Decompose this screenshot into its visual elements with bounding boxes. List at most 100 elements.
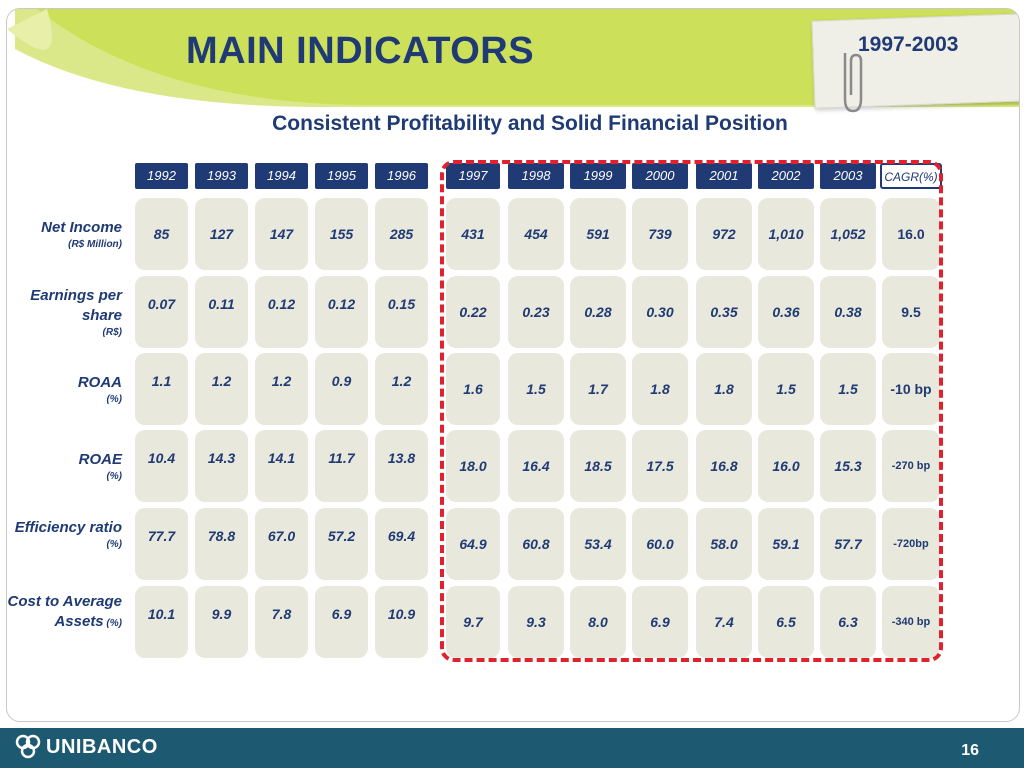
value-cell: 0.28: [570, 276, 626, 348]
value-cell: 9.7: [446, 586, 500, 658]
cagr-cell: -720bp: [882, 508, 940, 580]
cagr-cell: -340 bp: [882, 586, 940, 658]
row-label: ROAE (%): [4, 450, 122, 484]
cagr-header-label: CAGR: [884, 170, 919, 184]
row-label-text: ROAE: [78, 451, 122, 468]
footer-bar: [0, 728, 1024, 768]
cagr-cell: 16.0: [882, 198, 940, 270]
row-unit: (%): [106, 539, 122, 550]
page-subtitle: Consistent Profitability and Solid Finan…: [272, 112, 788, 135]
value-cell: 10.9: [375, 586, 428, 658]
row-label: ROAA (%): [4, 373, 122, 407]
row-unit: (R$): [102, 327, 122, 338]
year-header: 1995: [315, 163, 368, 189]
page-title: MAIN INDICATORS: [186, 30, 535, 72]
value-cell: 6.9: [315, 586, 368, 658]
value-cell: 0.11: [195, 276, 248, 348]
row-unit: (%): [106, 394, 122, 405]
value-cell: 14.3: [195, 430, 248, 502]
unibanco-logo-icon: [15, 734, 41, 759]
year-header: 1992: [135, 163, 188, 189]
header-leaf-decoration: [7, 9, 1019, 108]
value-cell: 77.7: [135, 508, 188, 580]
year-header: 1993: [195, 163, 248, 189]
row-label-text: Net Income: [41, 219, 122, 236]
value-cell: 59.1: [758, 508, 814, 580]
value-cell: 6.3: [820, 586, 876, 658]
value-cell: 1,052: [820, 198, 876, 270]
row-label-text: ROAA: [77, 374, 122, 391]
value-cell: 60.0: [632, 508, 688, 580]
value-cell: 53.4: [570, 508, 626, 580]
value-cell: 17.5: [632, 430, 688, 502]
year-header: 2001: [696, 163, 752, 189]
value-cell: 1.2: [255, 353, 308, 425]
year-header: 1998: [508, 163, 564, 189]
value-cell: 1.5: [508, 353, 564, 425]
value-cell: 15.3: [820, 430, 876, 502]
value-cell: 16.0: [758, 430, 814, 502]
value-cell: 16.4: [508, 430, 564, 502]
value-cell: 60.8: [508, 508, 564, 580]
year-header: 2000: [632, 163, 688, 189]
value-cell: 9.9: [195, 586, 248, 658]
value-cell: 0.22: [446, 276, 500, 348]
value-cell: 0.38: [820, 276, 876, 348]
value-cell: 0.07: [135, 276, 188, 348]
value-cell: 0.9: [315, 353, 368, 425]
value-cell: 0.35: [696, 276, 752, 348]
value-cell: 147: [255, 198, 308, 270]
value-cell: 57.2: [315, 508, 368, 580]
value-cell: 69.4: [375, 508, 428, 580]
value-cell: 0.15: [375, 276, 428, 348]
row-unit: (%): [103, 618, 122, 629]
row-label: Efficiency ratio (%): [4, 518, 122, 552]
value-cell: 1.8: [696, 353, 752, 425]
value-cell: 7.8: [255, 586, 308, 658]
cagr-cell: -270 bp: [882, 430, 940, 502]
year-header: 1994: [255, 163, 308, 189]
value-cell: 1.8: [632, 353, 688, 425]
value-cell: 10.1: [135, 586, 188, 658]
value-cell: 13.8: [375, 430, 428, 502]
value-cell: 1.7: [570, 353, 626, 425]
year-header: 2002: [758, 163, 814, 189]
row-label-text: Cost to Average Assets: [7, 593, 122, 630]
value-cell: 431: [446, 198, 500, 270]
value-cell: 6.9: [632, 586, 688, 658]
value-cell: 16.8: [696, 430, 752, 502]
value-cell: 972: [696, 198, 752, 270]
value-cell: 7.4: [696, 586, 752, 658]
value-cell: 1,010: [758, 198, 814, 270]
value-cell: 14.1: [255, 430, 308, 502]
value-cell: 57.7: [820, 508, 876, 580]
value-cell: 78.8: [195, 508, 248, 580]
value-cell: 18.0: [446, 430, 500, 502]
value-cell: 1.6: [446, 353, 500, 425]
value-cell: 8.0: [570, 586, 626, 658]
value-cell: 10.4: [135, 430, 188, 502]
value-cell: 9.3: [508, 586, 564, 658]
value-cell: 1.2: [195, 353, 248, 425]
row-label-text: Efficiency ratio: [14, 519, 122, 536]
value-cell: 1.2: [375, 353, 428, 425]
value-cell: 0.23: [508, 276, 564, 348]
value-cell: 285: [375, 198, 428, 270]
value-cell: 1.1: [135, 353, 188, 425]
cagr-cell: 9.5: [882, 276, 940, 348]
year-header: 1996: [375, 163, 428, 189]
highlight-period-box: [440, 160, 943, 662]
period-label: 1997-2003: [858, 33, 959, 56]
page-number: 16: [961, 742, 979, 759]
value-cell: 85: [135, 198, 188, 270]
value-cell: 18.5: [570, 430, 626, 502]
row-label: Net Income (R$ Million): [4, 218, 122, 252]
value-cell: 64.9: [446, 508, 500, 580]
value-cell: 1.5: [820, 353, 876, 425]
year-header: 1999: [570, 163, 626, 189]
value-cell: 67.0: [255, 508, 308, 580]
value-cell: 0.12: [255, 276, 308, 348]
value-cell: 0.12: [315, 276, 368, 348]
value-cell: 0.36: [758, 276, 814, 348]
year-header: 1997: [446, 163, 500, 189]
